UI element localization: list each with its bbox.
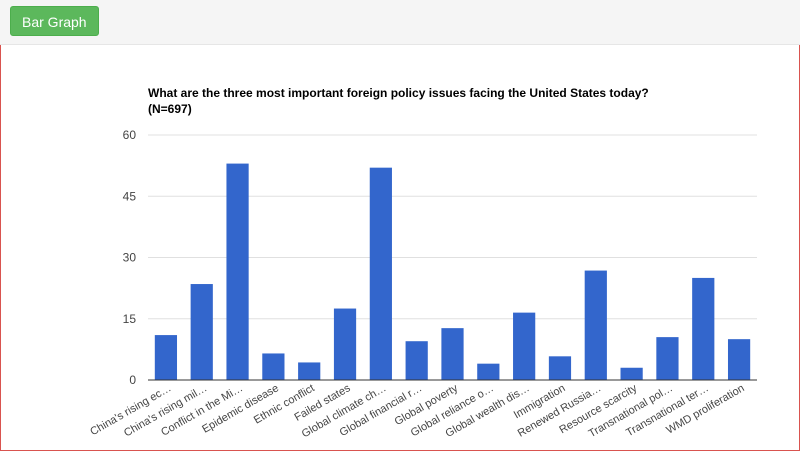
- bar: [620, 367, 643, 380]
- bar: [369, 167, 392, 380]
- x-axis-labels: China's rising ec…China's rising mil…Con…: [88, 382, 746, 440]
- bar: [333, 308, 357, 380]
- chart-title: What are the three most important foreig…: [148, 86, 649, 100]
- bar: [727, 339, 751, 380]
- bar: [548, 356, 572, 380]
- y-tick-label: 45: [123, 189, 137, 203]
- y-tick-label: 15: [123, 312, 137, 326]
- bar: [226, 163, 249, 380]
- y-tick-label: 0: [129, 373, 136, 387]
- bar-graph-button[interactable]: Bar Graph: [10, 6, 99, 36]
- bar: [477, 363, 500, 380]
- bar: [154, 335, 178, 380]
- bar: [262, 353, 285, 380]
- bars: [154, 163, 751, 380]
- bar: [405, 341, 428, 380]
- bar: [441, 328, 464, 380]
- bar: [190, 284, 213, 380]
- bar: [584, 270, 607, 380]
- bar: [692, 277, 715, 380]
- bar: [656, 337, 679, 380]
- y-tick-label: 30: [123, 251, 137, 265]
- y-tick-label: 60: [123, 128, 137, 142]
- bar: [513, 312, 536, 380]
- chart-subtitle: (N=697): [148, 102, 192, 116]
- bar: [298, 362, 321, 380]
- toolbar: Bar Graph: [0, 0, 800, 45]
- y-axis: 0 15 30 45 60: [123, 128, 137, 387]
- gridlines: [148, 134, 757, 320]
